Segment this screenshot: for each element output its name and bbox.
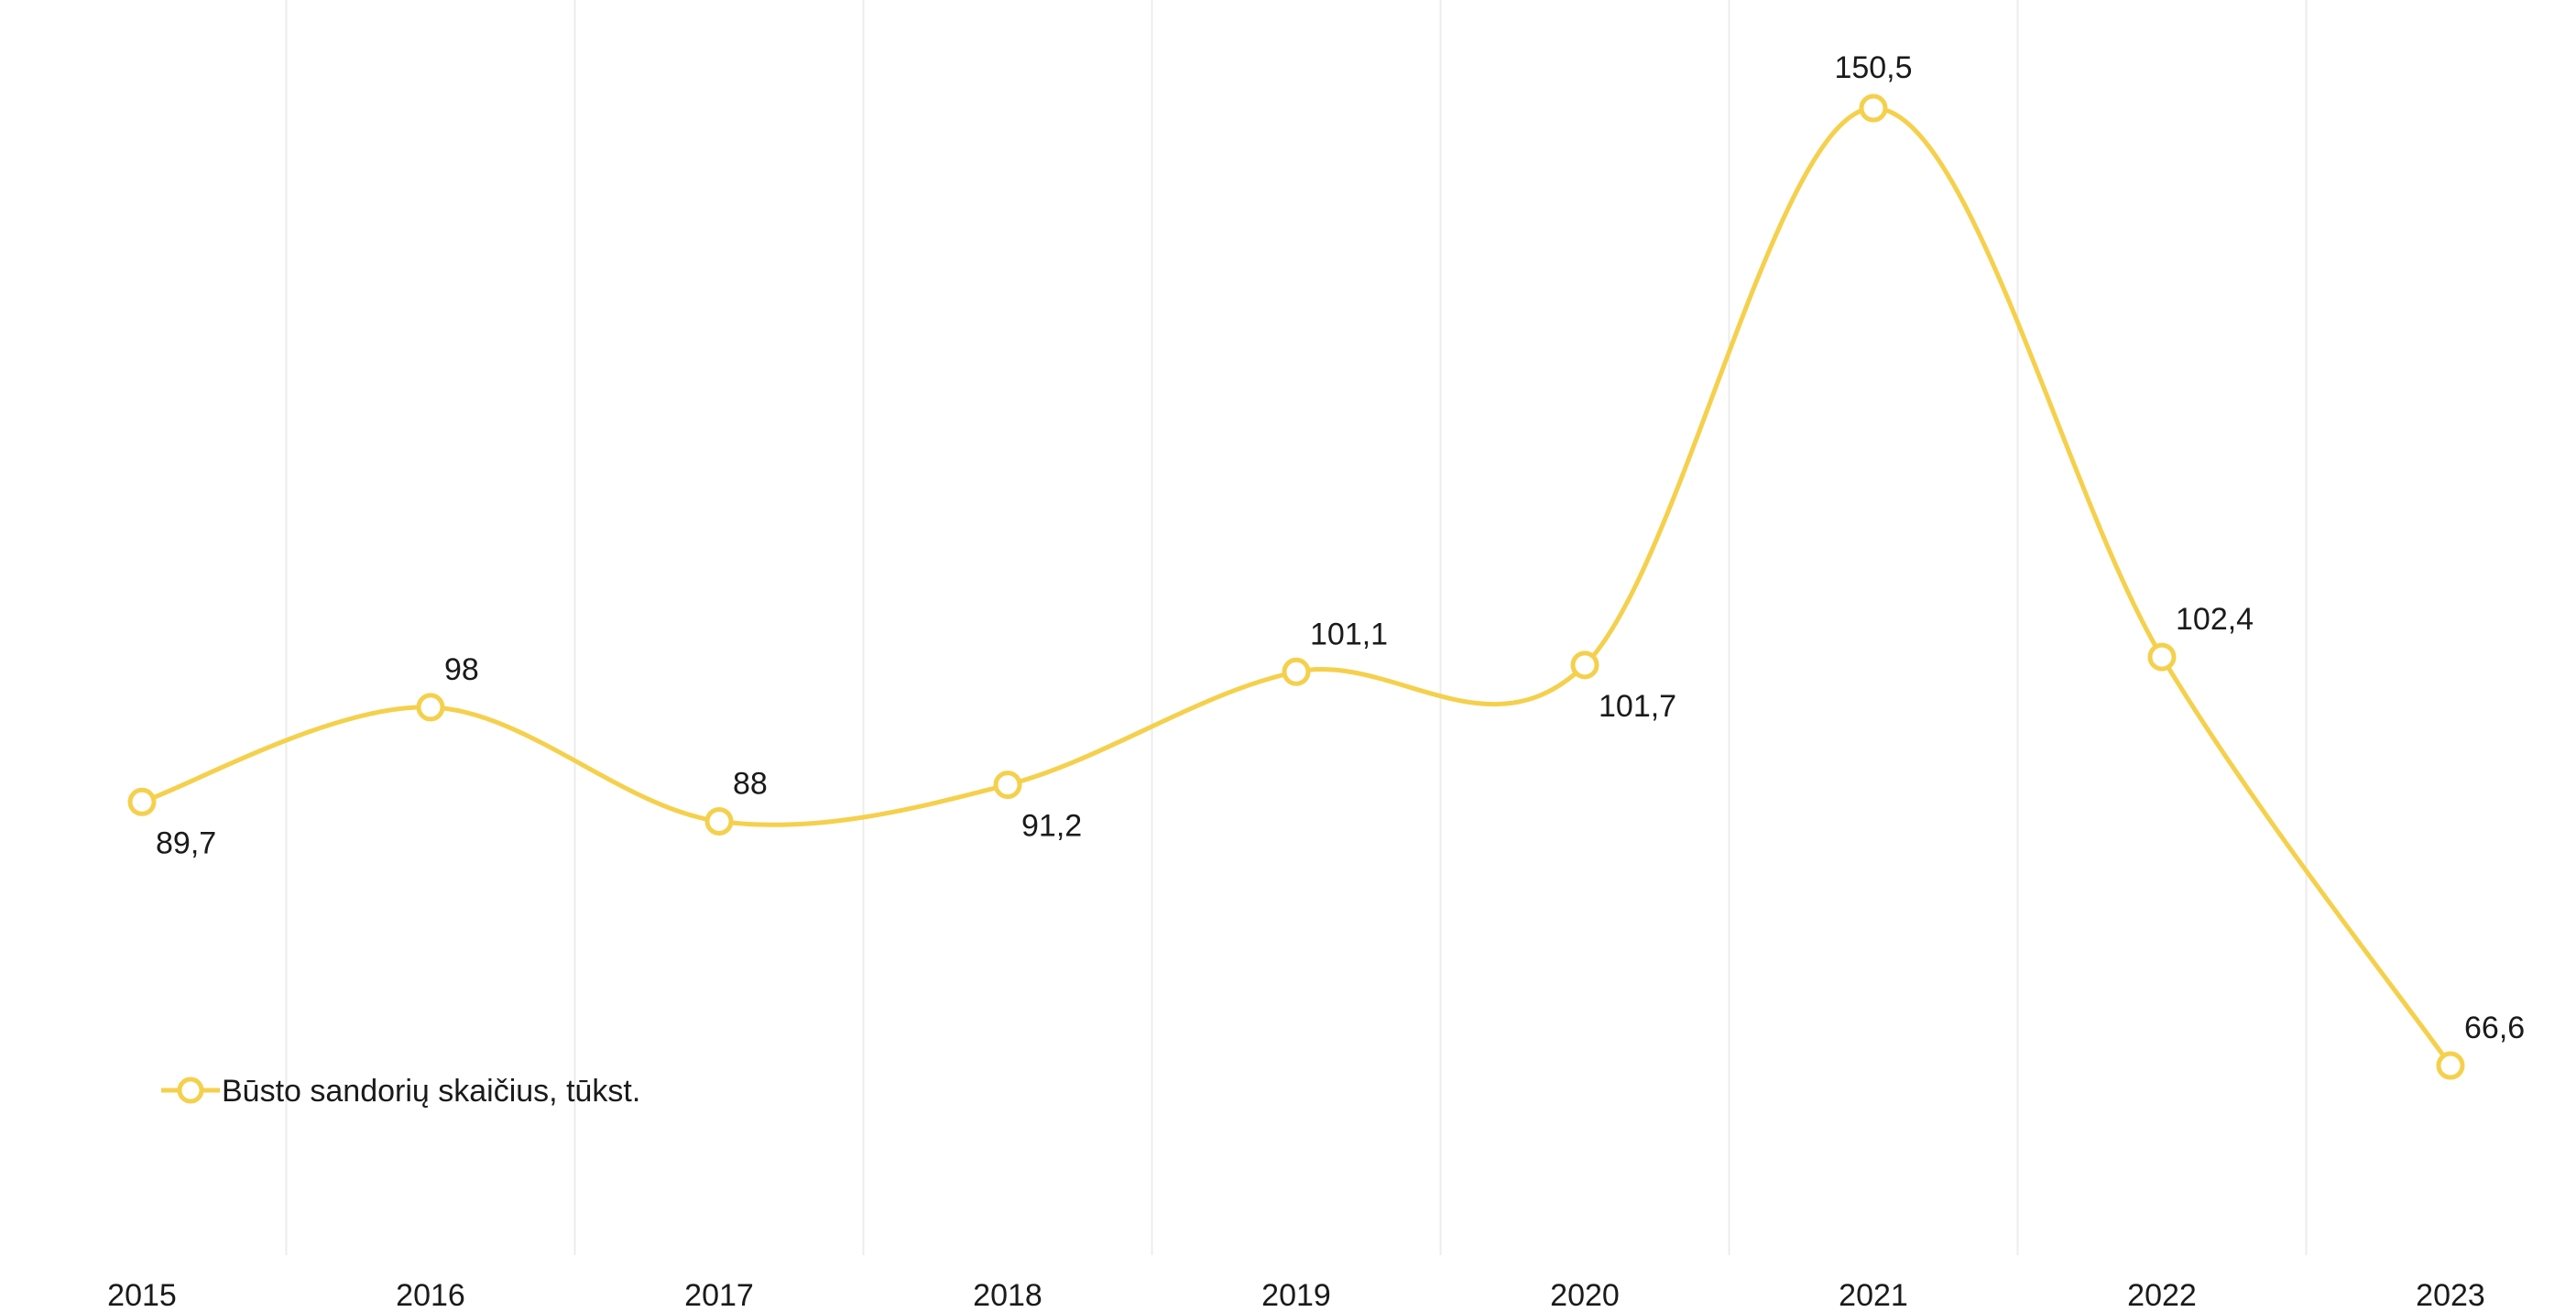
- data-label: 89,7: [156, 825, 216, 860]
- data-label: 102,4: [2176, 602, 2254, 637]
- data-label: 98: [444, 652, 479, 687]
- data-points: [127, 93, 2465, 1080]
- x-tick-label: 2021: [1839, 1278, 1908, 1312]
- data-label: 91,2: [1021, 809, 1082, 844]
- data-labels: 89,7 98 88 91,2 101,1 101,7 150,5 102,4 66,6: [156, 50, 2525, 1045]
- x-tick-label: 2018: [973, 1278, 1042, 1312]
- data-point[interactable]: [2147, 642, 2177, 672]
- data-label: 88: [733, 766, 768, 801]
- x-tick-label: 2015: [107, 1278, 177, 1312]
- data-point[interactable]: [127, 787, 157, 816]
- data-point[interactable]: [1282, 657, 1311, 686]
- grid-lines: [285, 0, 2308, 1255]
- legend-label: Būsto sandorių skaičius, tūkst.: [222, 1074, 640, 1109]
- data-point[interactable]: [704, 806, 734, 836]
- data-label: 150,5: [1834, 50, 1912, 85]
- x-tick-label: 2016: [396, 1278, 465, 1312]
- data-point[interactable]: [1859, 93, 1888, 123]
- data-point[interactable]: [2436, 1051, 2465, 1080]
- data-label: 101,7: [1599, 689, 1676, 724]
- x-tick-label: 2023: [2416, 1278, 2485, 1312]
- data-label: 66,6: [2464, 1011, 2525, 1045]
- series-line: [139, 105, 2453, 1068]
- data-point[interactable]: [1570, 651, 1599, 680]
- x-tick-label: 2020: [1550, 1278, 1620, 1312]
- x-axis-tick-labels: 2015 2016 2017 2018 2019 2020 2021 2022 2023: [107, 1278, 2485, 1312]
- x-tick-label: 2019: [1261, 1278, 1331, 1312]
- x-tick-label: 2022: [2127, 1278, 2197, 1312]
- legend[interactable]: Būsto sandorių skaičius, tūkst.: [161, 1074, 640, 1109]
- legend-marker-icon: [177, 1077, 204, 1104]
- data-point[interactable]: [416, 693, 445, 722]
- data-point[interactable]: [993, 771, 1022, 800]
- data-label: 101,1: [1310, 617, 1388, 651]
- x-tick-label: 2017: [684, 1278, 754, 1312]
